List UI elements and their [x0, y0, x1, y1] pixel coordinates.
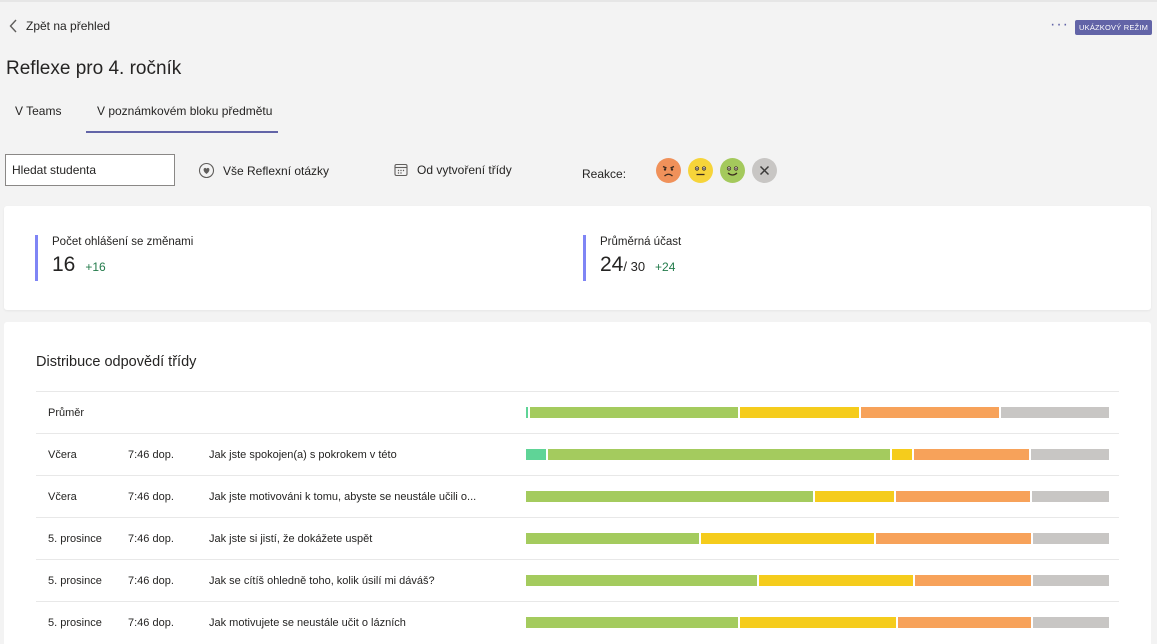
- row-time: 7:46 dop.: [128, 491, 174, 503]
- stat-delta: +16: [85, 260, 106, 274]
- bar-segment-teal: [526, 407, 528, 418]
- bar-segment-green: [526, 575, 757, 586]
- row-question: Jak motivujete se neustále učit o lázníc…: [209, 617, 406, 629]
- search-student-input[interactable]: [5, 154, 175, 186]
- bar-segment-orange: [897, 617, 1032, 628]
- page-title: Reflexe pro 4. ročník: [6, 58, 182, 79]
- bar-segment-green: [529, 407, 738, 418]
- stat-total: / 30: [623, 259, 646, 274]
- stat-average-participation: Průměrná účast 24/ 30 +24: [583, 235, 681, 281]
- back-label: Zpět na přehled: [26, 19, 111, 33]
- top-divider: [0, 0, 1157, 2]
- bar-segment-yellow: [739, 407, 860, 418]
- calendar-icon: [393, 162, 409, 178]
- tab-in-teams[interactable]: V Teams: [15, 104, 61, 134]
- reactions-label: Reakce:: [582, 167, 627, 181]
- bar-segment-orange: [913, 449, 1029, 460]
- more-options-icon[interactable]: ···: [1050, 16, 1069, 33]
- bar-segment-yellow: [758, 575, 914, 586]
- bar-segment-orange: [915, 575, 1032, 586]
- question-row[interactable]: 5. prosince 7:46 dop. Jak motivujete se ne…: [36, 601, 1119, 643]
- bar-segment-gray: [1031, 491, 1109, 502]
- distribution-title: Distribuce odpovědí třídy: [36, 354, 197, 370]
- bar-segment-gray: [1030, 449, 1109, 460]
- stat-delta: +24: [655, 260, 676, 274]
- bar-segment-yellow: [740, 617, 896, 628]
- question-row[interactable]: Včera 7:46 dop. Jak jste motivováni k tomu…: [36, 475, 1119, 517]
- stat-changed-checkins: Počet ohlášení se změnami 16 +16: [35, 235, 193, 281]
- response-distribution-bar: [526, 407, 1109, 418]
- row-date: Včera: [48, 491, 77, 503]
- back-to-overview-link[interactable]: Zpět na přehled: [9, 19, 110, 33]
- date-range-label: Od vytvoření třídy: [417, 163, 512, 177]
- response-distribution-bar: [526, 491, 1109, 502]
- row-question: Jak jste motivováni k tomu, abyste se ne…: [209, 491, 477, 503]
- date-range-filter[interactable]: Od vytvoření třídy: [393, 162, 512, 178]
- row-time: 7:46 dop.: [128, 533, 174, 545]
- bar-segment-gray: [1033, 617, 1109, 628]
- bar-segment-yellow: [815, 491, 894, 502]
- summary-card: Počet ohlášení se změnami 16 +16 Průměrná…: [4, 206, 1151, 310]
- row-time: 7:46 dop.: [128, 449, 174, 461]
- average-row: Průměr: [36, 391, 1119, 433]
- bar-segment-yellow: [701, 533, 875, 544]
- response-distribution-bar: [526, 533, 1109, 544]
- stat-label: Počet ohlášení se změnami: [52, 236, 194, 248]
- row-question: Jak jste spokojen(a) s pokrokem v této: [209, 449, 397, 461]
- tab-label: V Teams: [15, 104, 62, 118]
- tab-label: V poznámkovém bloku předmětu: [97, 104, 273, 118]
- stat-value: 24: [600, 253, 624, 276]
- bar-segment-orange: [861, 407, 1000, 418]
- stat-value-line: 24/ 30 +24: [600, 253, 681, 277]
- row-date: 5. prosince: [48, 617, 102, 629]
- response-distribution-bar: [526, 575, 1109, 586]
- active-tab-indicator: [86, 131, 278, 133]
- response-distribution-bar: [526, 449, 1109, 460]
- row-time: 7:46 dop.: [128, 575, 174, 587]
- bar-segment-green: [547, 449, 891, 460]
- stat-value-line: 16 +16: [52, 253, 193, 277]
- bar-segment-orange: [876, 533, 1031, 544]
- stat-label: Průměrná účast: [600, 236, 682, 248]
- demo-mode-badge: UKÁZKOVÝ REŽIM: [1075, 20, 1153, 35]
- question-row[interactable]: 5. prosince 7:46 dop. Jak se cítíš ohledně…: [36, 559, 1119, 601]
- row-date: 5. prosince: [48, 575, 102, 587]
- bar-segment-gray: [1032, 533, 1109, 544]
- distribution-card: Distribuce odpovědí třídy Průměr Včera 7:4…: [4, 322, 1151, 644]
- row-question: Jak jste si jistí, že dokážete uspět: [209, 533, 373, 545]
- response-distribution-bar: [526, 617, 1109, 628]
- bar-segment-teal: [526, 449, 546, 460]
- bar-segment-green: [526, 491, 814, 502]
- bar-segment-gray: [1001, 407, 1109, 418]
- row-date: 5. prosince: [48, 533, 102, 545]
- question-row[interactable]: 5. prosince 7:46 dop. Jak jste si jistí, ž…: [36, 517, 1119, 559]
- question-row[interactable]: Včera 7:46 dop. Jak jste spokojen(a) s pok…: [36, 433, 1119, 475]
- row-time: 7:46 dop.: [128, 617, 174, 629]
- bar-segment-gray: [1033, 575, 1109, 586]
- sad-face-icon[interactable]: [656, 158, 681, 183]
- neutral-face-icon[interactable]: [688, 158, 713, 183]
- clear-reactions-icon[interactable]: [752, 158, 777, 183]
- bar-segment-green: [526, 533, 700, 544]
- questions-filter[interactable]: Vše Reflexní otázky: [198, 162, 329, 179]
- bar-segment-yellow: [892, 449, 912, 460]
- bar-segment-orange: [895, 491, 1030, 502]
- row-question: Jak se cítíš ohledně toho, kolik úsilí m…: [209, 575, 435, 587]
- stat-value: 16: [52, 253, 76, 276]
- row-date: Průměr: [48, 407, 85, 419]
- questions-filter-label: Vše Reflexní otázky: [223, 163, 330, 178]
- reflect-heart-icon: [198, 162, 215, 179]
- tab-in-class-notebook[interactable]: V poznámkovém bloku předmětu: [86, 104, 278, 134]
- row-date: Včera: [48, 449, 77, 461]
- chevron-left-icon: [9, 19, 17, 33]
- bar-segment-green: [526, 617, 739, 628]
- happy-face-icon[interactable]: [720, 158, 745, 183]
